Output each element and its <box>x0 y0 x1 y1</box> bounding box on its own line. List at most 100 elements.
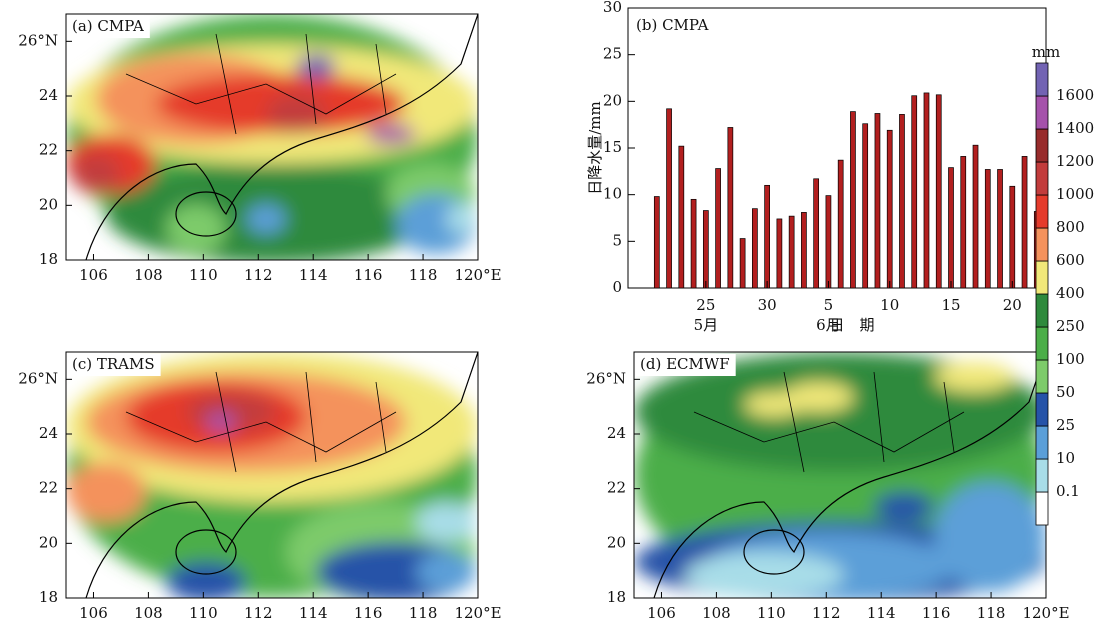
rain-area <box>416 552 476 592</box>
title-box <box>636 354 736 376</box>
bar <box>850 111 856 289</box>
x-tick-label: 118 <box>409 604 438 622</box>
color-swatch <box>1035 293 1049 328</box>
x-tick-label: 116 <box>354 266 383 284</box>
colorbar-label: 1600 <box>1056 86 1094 104</box>
x-tick-label: 114 <box>299 604 328 622</box>
color-swatch <box>1035 425 1049 460</box>
bar <box>948 167 954 289</box>
y-tick-label: 26°N <box>18 369 58 387</box>
x-tick-label: 106 <box>79 266 108 284</box>
bar <box>727 127 734 289</box>
rain-area <box>874 492 934 522</box>
y-tick-label: 24 <box>39 424 58 442</box>
x-tick-label: 112 <box>244 266 273 284</box>
bar <box>702 210 709 289</box>
rain-area <box>166 562 246 598</box>
color-swatch <box>1035 326 1049 361</box>
bar <box>899 114 905 289</box>
x-tick-label: 116 <box>354 604 383 622</box>
y-tick-label: 20 <box>39 533 58 551</box>
y-tick-label: 30 <box>603 0 622 16</box>
rain-area <box>934 482 1046 592</box>
rain-area <box>296 54 336 79</box>
x-tick-label: 114 <box>299 266 328 284</box>
map-blobs <box>634 352 1046 598</box>
map-title: (a) CMPA <box>72 17 144 35</box>
rain-area <box>446 204 476 234</box>
x-tick-label: 10 <box>880 296 899 314</box>
x-tick-label: 116 <box>922 604 951 622</box>
rain-area <box>684 552 844 598</box>
bar <box>653 196 660 289</box>
rain-area <box>66 462 146 522</box>
bar <box>911 95 918 289</box>
x-tick-label: 106 <box>647 604 676 622</box>
color-swatch <box>1035 260 1049 295</box>
bar <box>752 208 758 289</box>
x-tick-label: 5 <box>824 296 834 314</box>
bar <box>972 144 979 289</box>
color-swatch <box>1035 227 1049 262</box>
bar <box>813 178 820 289</box>
bar <box>997 169 1003 289</box>
chart-title: (b) CMPA <box>636 16 709 34</box>
y-tick-label: 15 <box>603 138 622 156</box>
color-swatch <box>1035 491 1049 526</box>
bar <box>923 92 930 289</box>
y-tick-label: 18 <box>39 588 58 606</box>
colorbar-label: 600 <box>1056 251 1085 269</box>
color-swatch <box>1035 392 1049 427</box>
title-box <box>68 16 150 38</box>
color-swatch <box>1035 194 1049 229</box>
x-tick-label: 30 <box>758 296 777 314</box>
y-axis-title: 日降水量/mm <box>586 101 604 195</box>
y-tick-label: 18 <box>39 250 58 268</box>
bar <box>862 123 869 289</box>
colorbar-label: 50 <box>1056 383 1075 401</box>
y-tick-label: 24 <box>39 86 58 104</box>
rain-area <box>246 204 286 234</box>
y-tick-label: 10 <box>603 185 622 203</box>
bar <box>764 184 770 289</box>
y-tick-label: 22 <box>607 479 626 497</box>
bar <box>666 108 672 289</box>
y-tick-label: 18 <box>607 588 626 606</box>
x-tick-label: 120°E <box>454 604 501 622</box>
colorbar-label: 1400 <box>1056 119 1094 137</box>
x-tick-label: 118 <box>977 604 1006 622</box>
y-tick-label: 26°N <box>586 369 626 387</box>
plot-frame <box>627 7 1047 289</box>
bar <box>874 113 881 289</box>
bar <box>678 145 685 289</box>
x-tick-label: 120°E <box>1022 604 1069 622</box>
color-swatch <box>1035 359 1049 394</box>
color-swatch <box>1035 458 1049 493</box>
colorbar-label: 400 <box>1056 284 1085 302</box>
rain-area <box>71 154 121 194</box>
map-blobs <box>66 14 478 260</box>
y-tick-label: 20 <box>603 91 622 109</box>
rain-area <box>416 502 476 542</box>
x-tick-label: 118 <box>409 266 438 284</box>
x-tick-label: 20 <box>1003 296 1022 314</box>
colorbar-label: 1200 <box>1056 152 1094 170</box>
hainan-island <box>743 529 805 575</box>
y-tick-label: 22 <box>39 141 58 159</box>
colorbar-label: 10 <box>1056 449 1075 467</box>
bar <box>776 218 783 289</box>
bar <box>837 159 844 289</box>
x-tick-label: 110 <box>757 604 786 622</box>
y-tick-label: 0 <box>612 278 622 296</box>
map-title: (d) ECMWF <box>640 355 730 373</box>
bar <box>801 212 807 289</box>
bar <box>984 169 991 289</box>
colorbar-label: 800 <box>1056 218 1085 236</box>
rain-area <box>366 124 416 144</box>
bar <box>935 94 942 289</box>
y-tick-label: 24 <box>607 424 626 442</box>
map-blobs <box>66 352 478 598</box>
map-field <box>634 352 1046 598</box>
color-swatch <box>1035 128 1049 163</box>
